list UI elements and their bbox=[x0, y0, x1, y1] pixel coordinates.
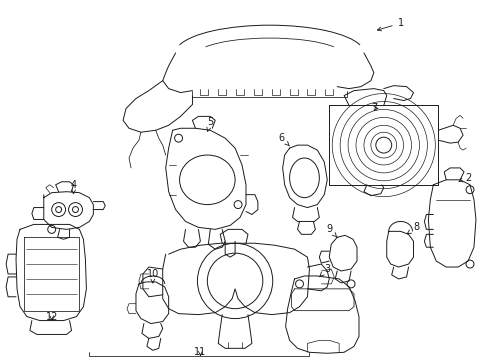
Text: 10: 10 bbox=[146, 269, 159, 283]
Text: 12: 12 bbox=[45, 312, 58, 321]
Text: 1: 1 bbox=[377, 18, 403, 31]
Text: 5: 5 bbox=[206, 117, 213, 131]
Circle shape bbox=[375, 137, 391, 153]
Text: 4: 4 bbox=[70, 180, 77, 194]
Text: 11: 11 bbox=[194, 347, 206, 357]
Text: 9: 9 bbox=[325, 224, 336, 237]
Text: 2: 2 bbox=[458, 173, 470, 183]
Text: 7: 7 bbox=[370, 103, 377, 113]
Text: 8: 8 bbox=[407, 222, 419, 234]
Text: 3: 3 bbox=[319, 264, 330, 277]
Text: 6: 6 bbox=[278, 133, 289, 146]
